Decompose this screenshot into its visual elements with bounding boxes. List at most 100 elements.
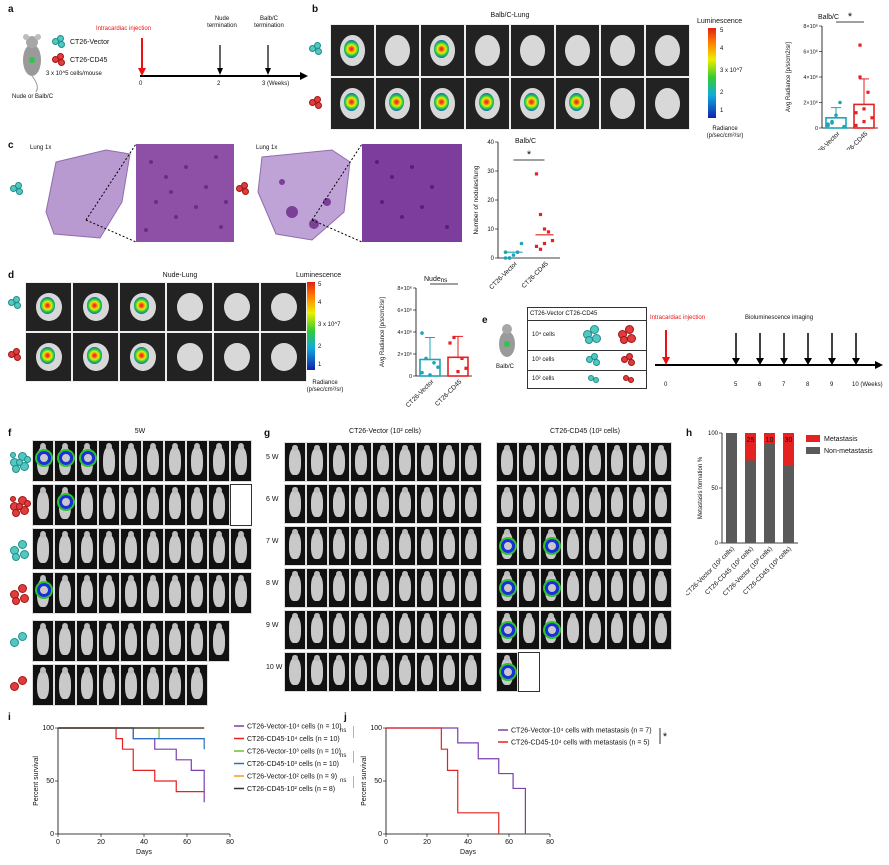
mouse-image xyxy=(32,484,54,526)
mouse-image xyxy=(628,442,650,482)
mouse-image xyxy=(518,610,540,650)
lung-image-tile xyxy=(510,24,555,77)
data-point xyxy=(542,241,547,246)
data-point xyxy=(858,43,862,47)
lung-image-tile xyxy=(420,24,465,77)
mouse-body xyxy=(289,658,301,685)
mouse-body xyxy=(399,448,411,475)
mouse-image xyxy=(460,526,482,566)
data-point xyxy=(420,331,424,335)
vector-cell-icon xyxy=(52,35,66,49)
mouse-body xyxy=(289,616,301,643)
g-title-cd45: CT26-CD45 (10² cells) xyxy=(549,428,621,435)
y-tick-label: 6×10⁶ xyxy=(803,49,818,56)
cell-shape xyxy=(18,632,27,641)
mouse-image xyxy=(496,610,518,650)
mouse-body xyxy=(311,658,323,685)
mouse-image xyxy=(208,528,230,570)
luminescence-signal xyxy=(133,297,150,315)
data-point xyxy=(870,116,874,120)
data-point xyxy=(503,256,508,260)
mouse-head xyxy=(592,444,598,452)
mouse-image xyxy=(650,442,672,482)
mouse-image xyxy=(98,484,120,526)
mouse-head xyxy=(358,612,364,620)
cell-shape xyxy=(18,584,27,593)
mouse-body xyxy=(465,658,477,685)
g-title-vector: CT26-Vector (10² cells) xyxy=(349,428,421,435)
y-axis-label: Avg Radiance [p/s/cm2/sr] xyxy=(786,42,792,112)
mouse-head xyxy=(40,530,46,538)
mouse-image xyxy=(142,528,164,570)
bar-non-metastasis xyxy=(745,460,756,543)
d-scale-tick: 2 xyxy=(318,344,322,350)
cell-shape xyxy=(10,452,16,458)
mouse-body xyxy=(235,578,247,607)
mouse-body xyxy=(421,532,433,559)
vector-row-icon xyxy=(309,42,323,56)
mouse-image xyxy=(350,526,372,566)
mouse-image xyxy=(460,442,482,482)
empty-slot xyxy=(518,652,540,692)
legend-label: CT26-CD45-10² cells (n = 8) xyxy=(247,786,335,793)
timeline-tick-3: 3 (Weeks) xyxy=(262,81,290,87)
lung-image-tile xyxy=(645,24,690,77)
mouse-image xyxy=(350,652,372,692)
mouse-head xyxy=(548,612,554,620)
mouse-image xyxy=(328,610,350,650)
mouse-image xyxy=(540,526,562,566)
balbc-lung-title: Balb/C-Lung xyxy=(490,12,530,19)
c-cd45-histology xyxy=(257,143,462,243)
mouse-body xyxy=(147,490,159,519)
legend-swatch xyxy=(806,447,820,454)
x-tick-label: 20 xyxy=(97,839,105,846)
e-timeline xyxy=(655,330,883,369)
mouse-head xyxy=(62,442,68,450)
c-lung1-label: Lung 1x xyxy=(30,145,52,151)
mouse-image xyxy=(416,652,438,692)
mouse-body xyxy=(311,448,323,475)
mouse-body xyxy=(421,490,433,517)
vector-label: CT26-Vector xyxy=(70,39,110,46)
e-tick: 0 xyxy=(664,382,668,388)
mouse-body xyxy=(523,574,535,601)
mouse-head xyxy=(614,528,620,536)
mouse-image xyxy=(284,610,306,650)
mouse-head xyxy=(84,486,90,494)
mouse-image xyxy=(540,484,562,524)
mouse-body xyxy=(213,490,225,519)
mouse-image xyxy=(142,620,164,662)
b-scale-tick: 5 xyxy=(720,28,724,34)
mouse-head xyxy=(614,570,620,578)
mouse-image xyxy=(416,442,438,482)
data-label: 30 xyxy=(785,437,793,444)
y-tick-label: 100 xyxy=(370,725,382,732)
mouse-body xyxy=(213,534,225,563)
e-mouse-label: Balb/C xyxy=(496,364,515,370)
mouse-head xyxy=(150,666,156,674)
lung-tissue xyxy=(520,35,546,66)
lung-tissue xyxy=(176,342,203,372)
mouse-body xyxy=(523,532,535,559)
mouse-body xyxy=(147,578,159,607)
mouse-body xyxy=(611,616,623,643)
mouse-body xyxy=(377,574,389,601)
g-week-label: 5 W xyxy=(266,454,279,461)
mouse-body xyxy=(589,490,601,517)
b-radiance-label: Radiance (p/sec/cm²/sr) xyxy=(706,126,744,139)
mouse-body xyxy=(125,490,137,519)
lung-image-tile xyxy=(213,332,260,382)
y-tick-label: 4×10⁶ xyxy=(397,329,412,336)
mouse-body xyxy=(399,574,411,601)
g-week-label: 7 W xyxy=(266,538,279,545)
mouse-head xyxy=(504,444,510,452)
mouse-head xyxy=(40,666,46,674)
y-tick-label: 4×10⁶ xyxy=(803,74,818,81)
metastasis-signal xyxy=(501,665,515,679)
mouse-body xyxy=(421,574,433,601)
mouse-head xyxy=(570,570,576,578)
mouse-image xyxy=(372,484,394,524)
mouse-body xyxy=(443,616,455,643)
mouse-head xyxy=(194,666,200,674)
mouse-head xyxy=(172,530,178,538)
